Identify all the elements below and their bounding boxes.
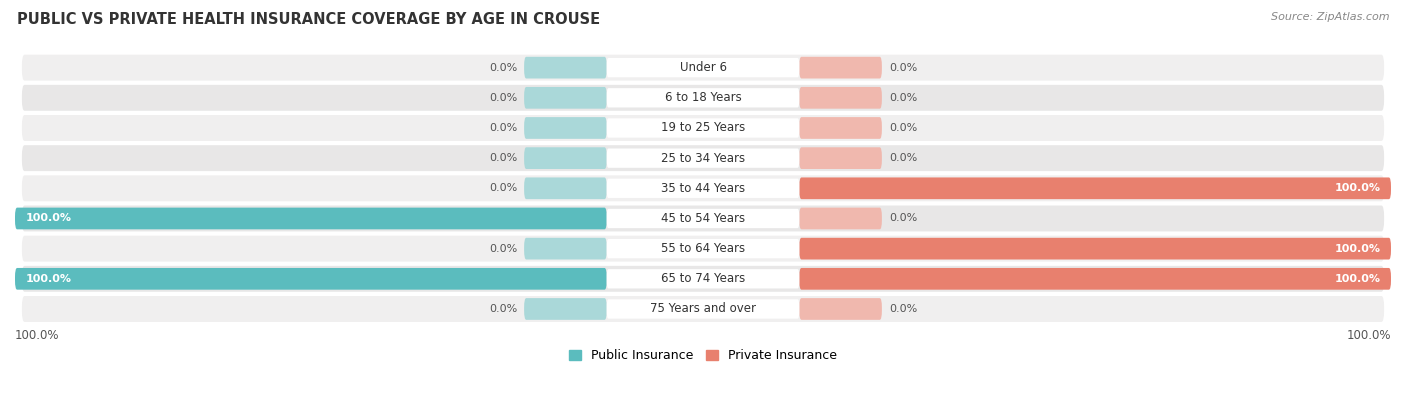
FancyBboxPatch shape (22, 85, 1384, 111)
FancyBboxPatch shape (524, 87, 606, 109)
FancyBboxPatch shape (606, 88, 800, 107)
Text: 35 to 44 Years: 35 to 44 Years (661, 182, 745, 195)
FancyBboxPatch shape (606, 149, 800, 168)
Text: 0.0%: 0.0% (489, 304, 517, 314)
FancyBboxPatch shape (22, 55, 1384, 81)
FancyBboxPatch shape (800, 147, 882, 169)
FancyBboxPatch shape (606, 119, 800, 138)
Text: 0.0%: 0.0% (489, 123, 517, 133)
FancyBboxPatch shape (606, 299, 800, 319)
Text: 0.0%: 0.0% (889, 153, 917, 163)
Text: 0.0%: 0.0% (489, 63, 517, 73)
Text: 100.0%: 100.0% (15, 329, 59, 342)
Text: 0.0%: 0.0% (889, 123, 917, 133)
FancyBboxPatch shape (22, 206, 1384, 231)
FancyBboxPatch shape (22, 115, 1384, 141)
FancyBboxPatch shape (800, 57, 882, 78)
Text: 6 to 18 Years: 6 to 18 Years (665, 91, 741, 104)
FancyBboxPatch shape (606, 269, 800, 288)
Text: 75 Years and over: 75 Years and over (650, 302, 756, 316)
FancyBboxPatch shape (22, 296, 1384, 322)
FancyBboxPatch shape (22, 236, 1384, 261)
FancyBboxPatch shape (606, 58, 800, 77)
Text: 100.0%: 100.0% (1334, 183, 1381, 193)
FancyBboxPatch shape (800, 178, 1391, 199)
FancyBboxPatch shape (606, 209, 800, 228)
Text: 100.0%: 100.0% (25, 274, 72, 284)
Text: 0.0%: 0.0% (889, 63, 917, 73)
FancyBboxPatch shape (606, 179, 800, 198)
Text: 100.0%: 100.0% (1334, 274, 1381, 284)
Text: 0.0%: 0.0% (889, 214, 917, 223)
Text: 19 to 25 Years: 19 to 25 Years (661, 121, 745, 135)
Text: 0.0%: 0.0% (489, 153, 517, 163)
FancyBboxPatch shape (524, 117, 606, 139)
FancyBboxPatch shape (524, 57, 606, 78)
Text: Source: ZipAtlas.com: Source: ZipAtlas.com (1271, 12, 1389, 22)
Text: 0.0%: 0.0% (889, 93, 917, 103)
FancyBboxPatch shape (22, 266, 1384, 292)
FancyBboxPatch shape (22, 176, 1384, 201)
FancyBboxPatch shape (800, 117, 882, 139)
Text: Under 6: Under 6 (679, 61, 727, 74)
FancyBboxPatch shape (524, 147, 606, 169)
Text: 0.0%: 0.0% (889, 304, 917, 314)
Text: 25 to 34 Years: 25 to 34 Years (661, 152, 745, 165)
FancyBboxPatch shape (800, 268, 1391, 290)
FancyBboxPatch shape (800, 208, 882, 229)
Text: 100.0%: 100.0% (1334, 244, 1381, 254)
Text: 45 to 54 Years: 45 to 54 Years (661, 212, 745, 225)
FancyBboxPatch shape (524, 298, 606, 320)
Text: 0.0%: 0.0% (489, 183, 517, 193)
FancyBboxPatch shape (606, 239, 800, 258)
FancyBboxPatch shape (524, 178, 606, 199)
FancyBboxPatch shape (800, 238, 1391, 259)
Text: 100.0%: 100.0% (1347, 329, 1391, 342)
FancyBboxPatch shape (15, 208, 606, 229)
FancyBboxPatch shape (15, 268, 606, 290)
Text: 55 to 64 Years: 55 to 64 Years (661, 242, 745, 255)
Text: 0.0%: 0.0% (489, 93, 517, 103)
FancyBboxPatch shape (22, 145, 1384, 171)
FancyBboxPatch shape (524, 238, 606, 259)
Text: PUBLIC VS PRIVATE HEALTH INSURANCE COVERAGE BY AGE IN CROUSE: PUBLIC VS PRIVATE HEALTH INSURANCE COVER… (17, 12, 600, 27)
FancyBboxPatch shape (800, 298, 882, 320)
Text: 0.0%: 0.0% (489, 244, 517, 254)
Text: 65 to 74 Years: 65 to 74 Years (661, 272, 745, 285)
Legend: Public Insurance, Private Insurance: Public Insurance, Private Insurance (564, 344, 842, 367)
Text: 100.0%: 100.0% (25, 214, 72, 223)
FancyBboxPatch shape (800, 87, 882, 109)
